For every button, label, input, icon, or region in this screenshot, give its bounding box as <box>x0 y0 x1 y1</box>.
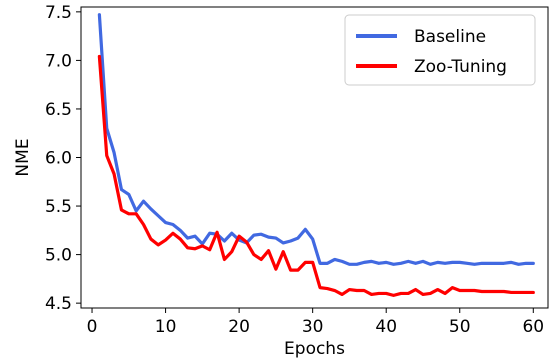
legend: Baseline Zoo-Tuning <box>344 14 536 86</box>
x-tick-label: 20 <box>228 317 250 337</box>
legend-label-zoo-tuning: Zoo-Tuning <box>414 57 507 77</box>
y-tick-label: 5.5 <box>45 197 72 217</box>
y-axis-label: NME <box>13 138 33 176</box>
y-tick-label: 7.0 <box>45 51 72 71</box>
x-axis-label: Epochs <box>284 339 345 359</box>
series-line-baseline <box>97 13 535 266</box>
series-layer <box>97 13 535 297</box>
x-tick-label: 10 <box>155 317 177 337</box>
x-tick-label: 30 <box>302 317 324 337</box>
legend-label-baseline: Baseline <box>414 27 486 47</box>
y-tick-label: 4.5 <box>45 294 72 314</box>
x-tick-label: 0 <box>87 317 98 337</box>
x-tick-label: 40 <box>375 317 397 337</box>
y-tick-label: 6.0 <box>45 149 72 169</box>
x-axis-ticks: 0 10 20 30 40 50 60 <box>87 308 544 337</box>
y-tick-label: 7.5 <box>45 3 72 23</box>
y-tick-label: 6.5 <box>45 100 72 120</box>
series-line-zoo-tuning <box>97 54 535 297</box>
x-tick-label: 50 <box>449 317 471 337</box>
y-axis-ticks: 4.5 5.0 5.5 6.0 6.5 7.0 7.5 <box>45 3 81 314</box>
y-tick-label: 5.0 <box>45 246 72 266</box>
x-tick-label: 60 <box>522 317 544 337</box>
